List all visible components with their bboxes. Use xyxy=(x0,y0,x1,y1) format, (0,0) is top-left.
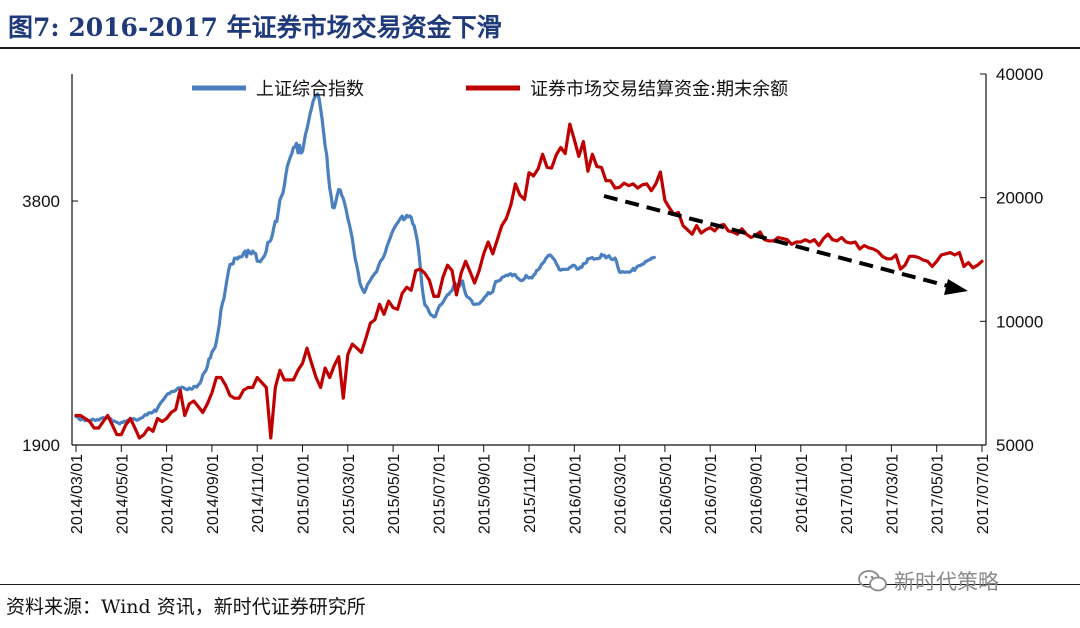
x-tick-label: 2017/05/01 xyxy=(930,454,947,534)
legend-label-index: 上证综合指数 xyxy=(256,79,364,100)
x-tick-label: 2014/03/01 xyxy=(69,454,86,534)
right-tick-label: 5000 xyxy=(996,436,1034,455)
left-tick-label: 1900 xyxy=(22,436,60,455)
series-line-funds xyxy=(74,122,984,440)
wechat-icon xyxy=(858,570,887,592)
x-tick-label: 2017/07/01 xyxy=(975,454,992,534)
x-tick-label: 2015/07/01 xyxy=(431,454,448,534)
trend-arrow xyxy=(603,194,968,295)
x-tick-label: 2014/05/01 xyxy=(114,454,131,534)
watermark: 新时代策略 xyxy=(858,566,999,596)
x-tick-label: 2014/09/01 xyxy=(205,454,222,534)
right-axis-labels: 40000 20000 10000 5000 xyxy=(980,65,1043,455)
legend: 上证综合指数 证券市场交易结算资金:期末余额 xyxy=(192,79,788,100)
series-line-index xyxy=(74,92,656,426)
x-tick-label: 2016/05/01 xyxy=(658,454,675,534)
title-rule xyxy=(0,47,1080,49)
trend-arrow-line xyxy=(603,194,953,289)
x-tick-label: 2016/03/01 xyxy=(613,454,630,534)
x-tick-label: 2016/09/01 xyxy=(749,454,766,534)
left-tick-label: 3800 xyxy=(22,192,60,211)
x-tick-label: 2016/07/01 xyxy=(703,454,720,534)
axis-ticks xyxy=(75,445,983,452)
right-tick-label: 40000 xyxy=(996,65,1043,84)
footer-rule xyxy=(0,584,1080,585)
trend-arrow-head xyxy=(944,279,968,295)
x-tick-label: 2015/09/01 xyxy=(477,454,494,534)
x-tick-label: 2015/01/01 xyxy=(296,454,313,534)
legend-label-funds: 证券市场交易结算资金:期末余额 xyxy=(530,79,788,100)
series-layer xyxy=(74,92,984,440)
left-axis-labels: 3800 1900 xyxy=(22,192,78,455)
source-note: 资料来源：Wind 资讯，新时代证券研究所 xyxy=(6,596,366,618)
x-tick-label: 2015/05/01 xyxy=(386,454,403,534)
x-tick-label: 2014/07/01 xyxy=(160,454,177,534)
x-tick-label: 2016/01/01 xyxy=(567,454,584,534)
x-tick-label: 2015/11/01 xyxy=(522,454,539,533)
x-tick-label: 2014/11/01 xyxy=(250,454,267,533)
right-tick-label: 20000 xyxy=(996,189,1043,208)
chart-title: 图7: 2016-2017 年证券市场交易资金下滑 xyxy=(8,13,502,42)
x-tick-label: 2017/03/01 xyxy=(884,454,901,534)
watermark-text: 新时代策略 xyxy=(894,570,999,594)
x-tick-label: 2015/03/01 xyxy=(341,454,358,534)
x-axis-labels: 2014/03/01 2014/05/01 2014/07/01 2014/09/01… xyxy=(69,454,992,534)
x-tick-label: 2017/01/01 xyxy=(839,454,856,534)
right-tick-label: 10000 xyxy=(996,312,1043,331)
x-tick-label: 2016/11/01 xyxy=(794,454,811,533)
